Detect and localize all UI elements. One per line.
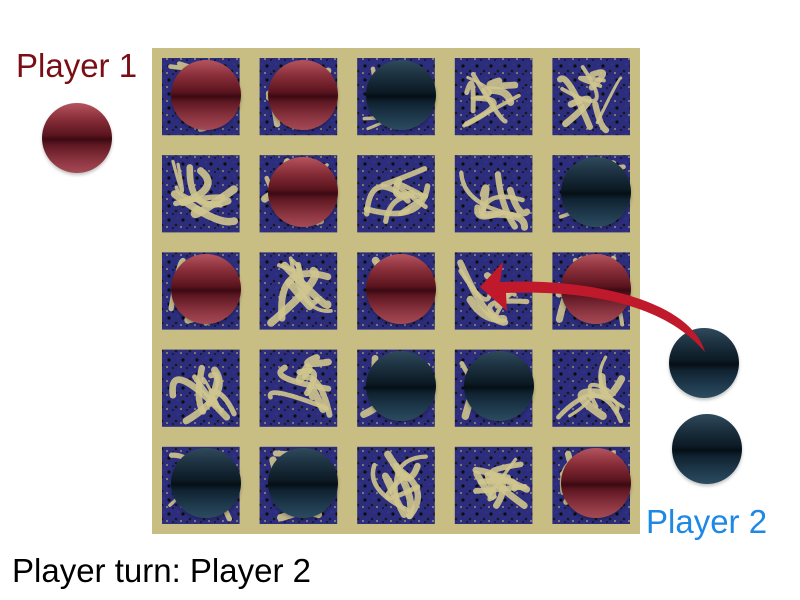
red-stone[interactable] (268, 156, 339, 227)
glyph-stroke (486, 77, 519, 90)
red-stone[interactable] (561, 448, 632, 519)
glyph-stroke (473, 483, 528, 494)
glyph-stroke (171, 159, 185, 193)
glyph-stroke (170, 190, 239, 226)
player1-label: Player 1 (16, 47, 138, 84)
red-stone[interactable] (268, 59, 339, 130)
glyph-stroke (364, 184, 411, 217)
game-board[interactable] (152, 48, 640, 534)
glyph-stroke (481, 86, 515, 106)
glyph-stroke (494, 171, 518, 230)
glyph-stroke (473, 470, 497, 500)
blue-stone[interactable] (170, 448, 241, 519)
glyph-stroke (277, 364, 332, 392)
glyph-stroke (267, 390, 329, 411)
glyph-stroke (598, 373, 626, 400)
glyph-stroke (384, 472, 421, 501)
blue-stone[interactable] (268, 448, 339, 519)
glyph-stroke (182, 366, 223, 425)
glyph-stroke (577, 388, 608, 420)
glyph-stroke (506, 186, 531, 217)
glyph-stroke (380, 166, 428, 188)
glyph-stroke (304, 354, 332, 368)
player2-label: Player 2 (646, 503, 768, 540)
glyph-stroke (560, 65, 599, 103)
glyph-stroke (459, 170, 522, 219)
blue-stone[interactable] (561, 156, 632, 227)
red-stone[interactable] (366, 254, 436, 324)
turn-indicator: Player turn: Player 2 (12, 552, 311, 589)
blue-stone[interactable] (366, 351, 436, 422)
glyph-stroke (474, 204, 504, 220)
player2-reserve-stone[interactable] (669, 328, 739, 398)
glyph-stroke (489, 461, 524, 481)
red-stone[interactable] (170, 254, 241, 324)
red-stone[interactable] (170, 59, 241, 130)
glyph-stroke (208, 388, 237, 417)
glyph-stroke (472, 466, 507, 509)
glyph-stroke (557, 75, 593, 130)
glyph-stroke (190, 185, 238, 218)
glyph-stroke (288, 256, 333, 313)
glyph-stroke (296, 367, 318, 397)
red-stone[interactable] (561, 254, 632, 324)
glyph-stroke (277, 258, 302, 273)
blue-stone[interactable] (366, 59, 436, 130)
player2-reserve-stone[interactable] (672, 414, 742, 484)
glyph-stroke (592, 101, 610, 134)
glyph-stroke (464, 80, 476, 114)
glyph-stroke (381, 472, 408, 518)
player1-reserve-stone[interactable] (42, 103, 112, 173)
blue-stone[interactable] (463, 351, 534, 422)
